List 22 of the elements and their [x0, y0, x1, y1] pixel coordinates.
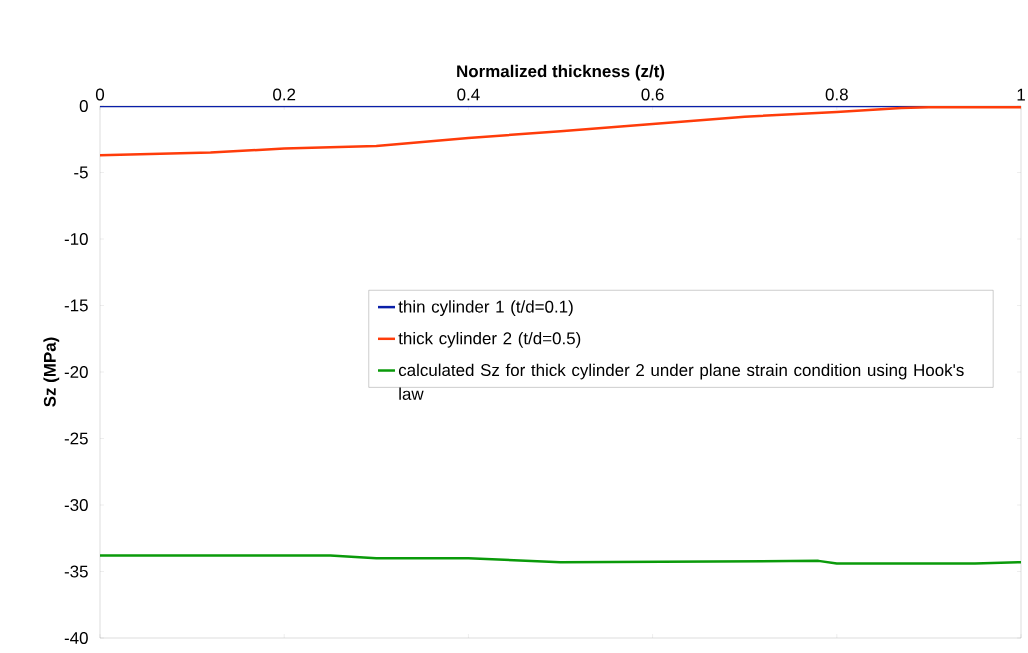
y-tick-label: -15: [64, 299, 88, 312]
legend-label: thick cylinder 2 (t/d=0.5): [398, 331, 581, 348]
x-tick-label: 0.8: [825, 88, 848, 101]
line-series: [100, 106, 1022, 157]
x-tick-label: 0: [95, 88, 105, 101]
y-tick-label: -35: [64, 565, 88, 578]
y-tick-label: -20: [64, 366, 88, 378]
x-tick-label: 1: [1017, 88, 1025, 101]
y-tick-label: -5: [74, 166, 88, 179]
legend-label: calculated Sz for thick cylinder 2 under plane strain condition using Hook's law: [398, 363, 964, 400]
line-series: [100, 554, 1022, 565]
y-tick-label: -40: [64, 632, 88, 644]
x-axis-title: Normalized thickness (z/t): [457, 64, 665, 81]
y-tick-label: -30: [64, 499, 88, 511]
y-tick-label: -25: [64, 432, 88, 445]
x-tick-label: 0.4: [457, 88, 480, 101]
y-tick-label: -10: [64, 233, 88, 245]
x-tick-label: 0.6: [641, 88, 664, 101]
y-axis-title: Sz (MPa): [43, 337, 60, 407]
legend-label: thin cylinder 1 (t/d=0.1): [398, 300, 573, 317]
y-tick-label: 0: [79, 100, 88, 112]
x-tick-label: 0.2: [273, 88, 296, 101]
